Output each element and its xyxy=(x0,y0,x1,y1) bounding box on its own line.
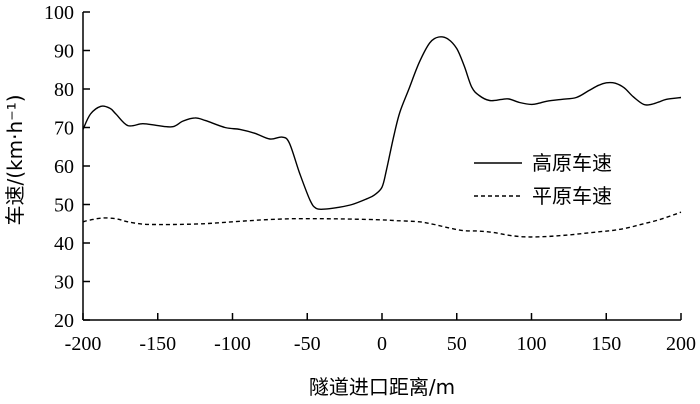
y-tick-label: 20 xyxy=(54,310,74,332)
y-ticks: 20 30 40 50 60 70 80 90 100 xyxy=(44,2,90,332)
x-tick-label: 50 xyxy=(447,333,467,355)
y-tick-label: 90 xyxy=(54,41,74,63)
y-tick-label: 40 xyxy=(54,233,74,255)
y-tick-label: 30 xyxy=(54,272,74,294)
x-tick-label: 0 xyxy=(377,333,387,355)
series-line-plain xyxy=(82,211,682,238)
x-tick-label: 100 xyxy=(517,333,547,355)
series-layer xyxy=(82,36,682,238)
series-line-plateau xyxy=(82,36,682,211)
x-tick-label: -100 xyxy=(214,333,251,355)
x-tick-label: -150 xyxy=(139,333,176,355)
legend-label-plain: 平原车速 xyxy=(532,184,612,208)
x-tick-label: 150 xyxy=(591,333,621,355)
legend: 高原车速 平原车速 xyxy=(474,151,612,208)
x-ticks: -200 -150 -100 -50 0 50 100 150 200 xyxy=(65,313,696,355)
legend-label-plateau: 高原车速 xyxy=(532,151,612,175)
y-tick-label: 80 xyxy=(54,79,74,101)
y-tick-label: 100 xyxy=(44,2,74,24)
x-tick-label: -200 xyxy=(65,333,102,355)
y-tick-label: 60 xyxy=(54,156,74,178)
x-axis-title: 隧道进口距离/m xyxy=(309,375,455,399)
y-tick-label: 70 xyxy=(54,118,74,140)
y-tick-label: 50 xyxy=(54,195,74,217)
x-tick-label: 200 xyxy=(666,333,696,355)
y-axis-title: 车速/(km·h⁻¹) xyxy=(3,94,27,225)
x-tick-label: -50 xyxy=(294,333,321,355)
